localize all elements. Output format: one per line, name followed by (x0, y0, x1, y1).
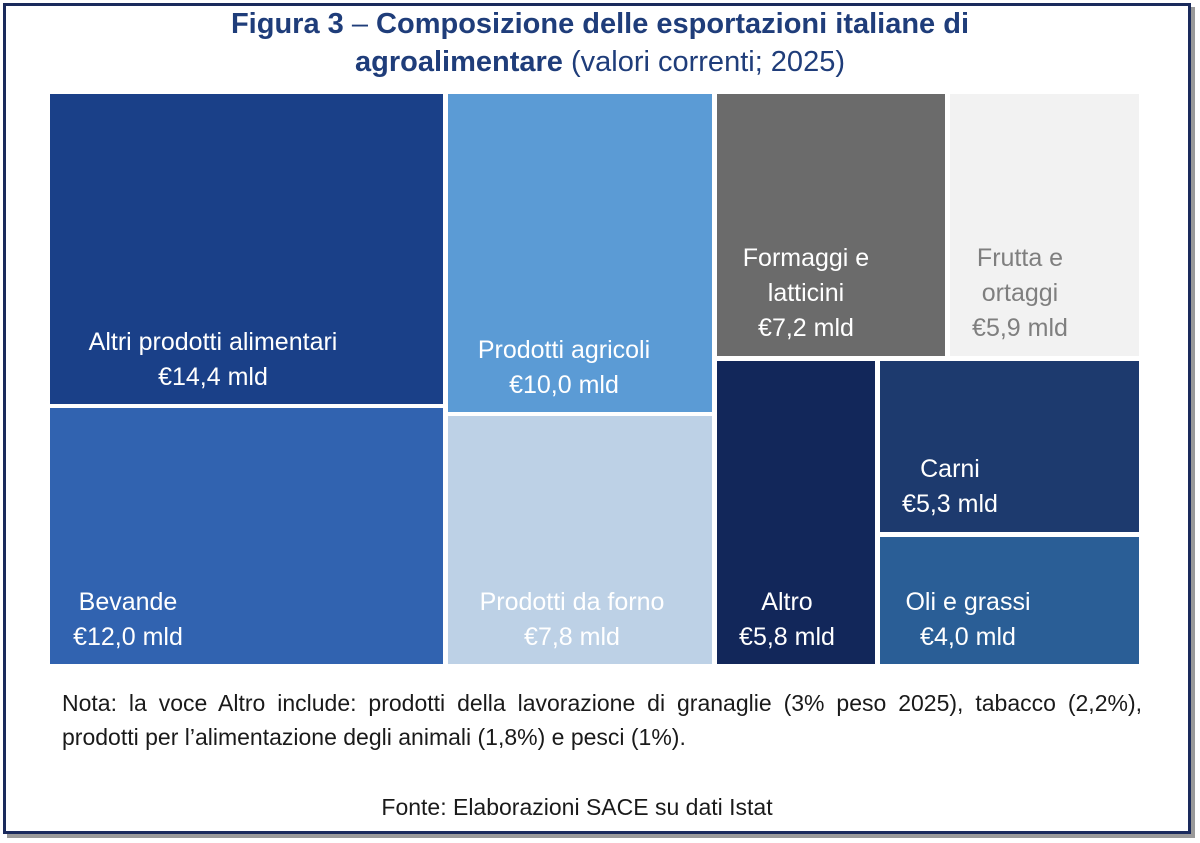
tile-altri-prodotti-alimentari (50, 94, 443, 404)
title-line-1: Figura 3 – Composizione delle esportazio… (0, 5, 1200, 43)
tile-altro (717, 361, 875, 664)
title-main-1: Composizione delle esportazioni italiane… (376, 8, 970, 40)
chart-title: Figura 3 – Composizione delle esportazio… (0, 5, 1200, 81)
title-suffix: (valori correnti; 2025) (562, 46, 845, 78)
tile-value-oli-e-grassi: €4,0 mld (920, 623, 1016, 651)
tile-value-carni: €5,3 mld (902, 490, 998, 518)
title-line-2: agroalimentare (valori correnti; 2025) (0, 43, 1200, 81)
tile-label-frutta-e-ortaggi: Frutta e (977, 244, 1063, 272)
tile-label-formaggi-e-latticini: Formaggi e (743, 244, 869, 272)
tile-value-frutta-e-ortaggi: €5,9 mld (972, 314, 1068, 342)
tile-label-altri-prodotti-alimentari: Altri prodotti alimentari (89, 328, 338, 356)
title-main-2: agroalimentare (355, 46, 563, 78)
tile-value-prodotti-agricoli: €10,0 mld (509, 371, 619, 399)
tile-value-bevande: €12,0 mld (73, 623, 183, 651)
tile-label-frutta-e-ortaggi: ortaggi (982, 279, 1058, 307)
tile-value-altri-prodotti-alimentari: €14,4 mld (158, 363, 268, 391)
title-dash: – (343, 8, 377, 40)
chart-source: Fonte: Elaborazioni SACE su dati Istat (381, 794, 773, 820)
tile-value-prodotti-da-forno: €7,8 mld (524, 623, 620, 651)
figure-number: Figura 3 (230, 8, 344, 40)
tile-label-prodotti-agricoli: Prodotti agricoli (478, 336, 650, 364)
tile-label-oli-e-grassi: Oli e grassi (905, 588, 1030, 616)
tile-bevande (50, 408, 443, 664)
tile-formaggi-e-latticini (717, 94, 945, 356)
tile-label-altro: Altro (761, 588, 812, 616)
chart-note: Nota: la voce Altro include: prodotti de… (62, 690, 1142, 750)
tile-frutta-e-ortaggi (950, 94, 1139, 356)
tile-value-formaggi-e-latticini: €7,2 mld (758, 314, 854, 342)
tile-label-bevande: Bevande (79, 588, 178, 616)
tile-oli-e-grassi (880, 537, 1139, 664)
tile-label-carni: Carni (920, 455, 980, 483)
tile-label-formaggi-e-latticini: latticini (768, 279, 844, 307)
tile-carni (880, 361, 1139, 532)
tile-prodotti-agricoli (448, 94, 712, 412)
tile-value-altro: €5,8 mld (739, 623, 835, 651)
tile-prodotti-da-forno (448, 416, 712, 664)
tile-label-prodotti-da-forno: Prodotti da forno (480, 588, 665, 616)
